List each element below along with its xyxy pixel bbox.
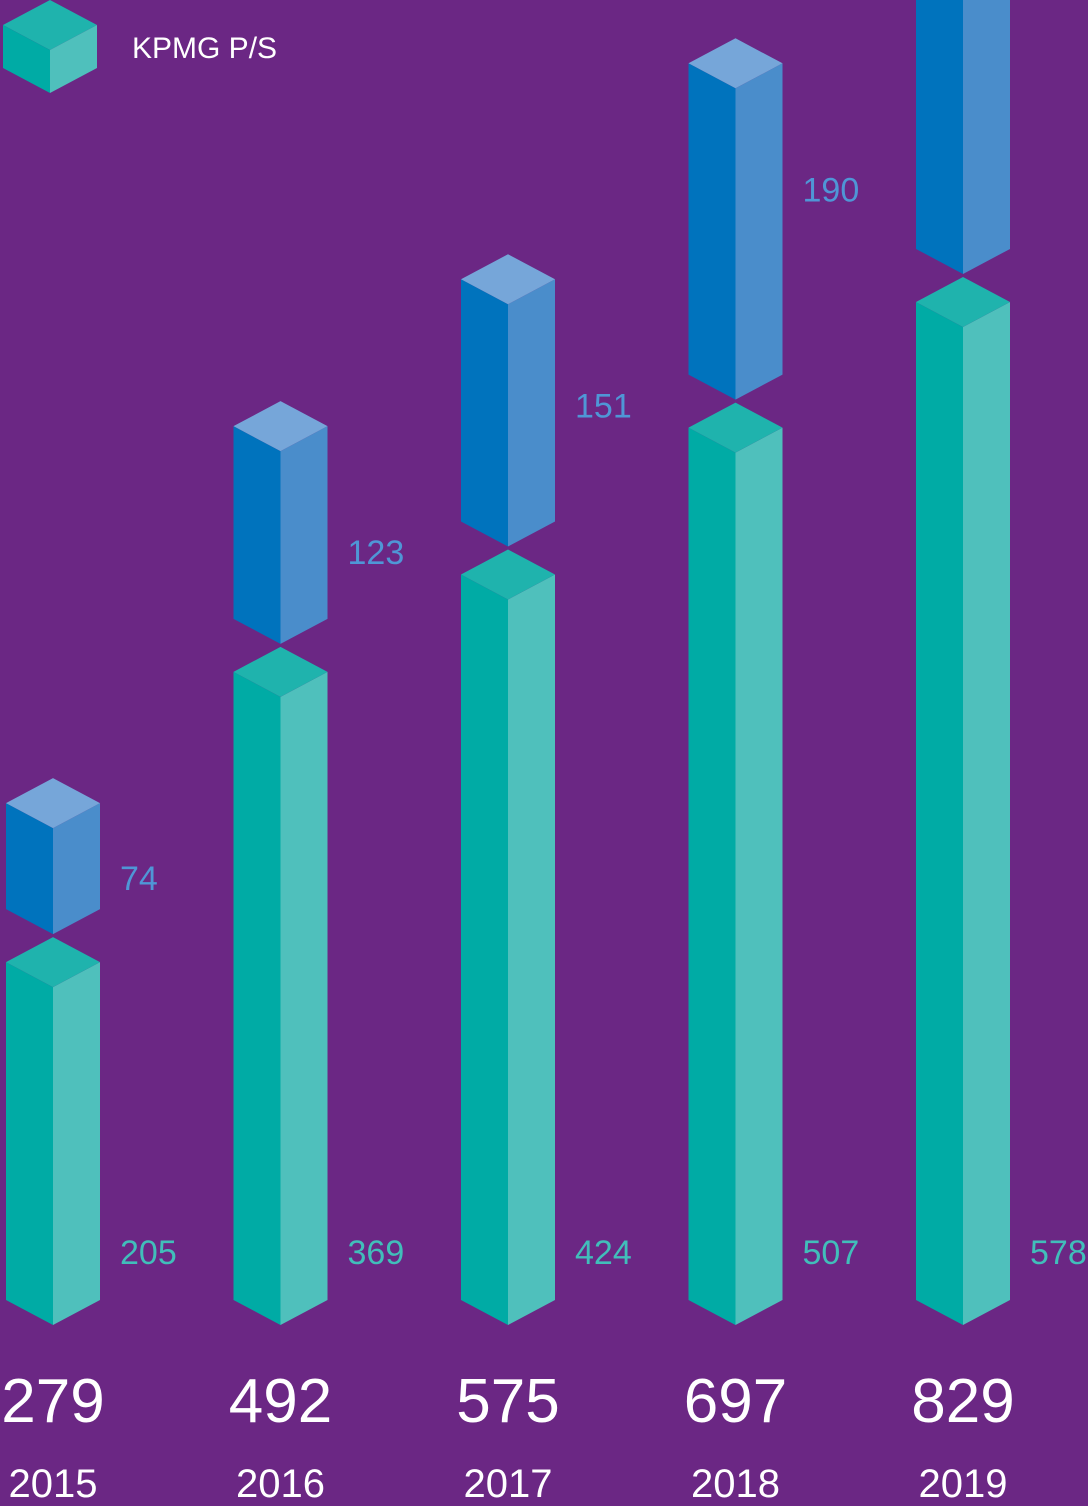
year-label-2015: 2015 [9, 1462, 98, 1506]
bar-2018-base-front [688, 427, 736, 1325]
bar-2019-base [916, 276, 1010, 1325]
bar-2017-base-side [508, 574, 555, 1325]
bar-2016-top-front [233, 426, 281, 644]
bar-2019-top-side [963, 0, 1010, 274]
bar-2019-top-front [916, 0, 963, 274]
legend-label: KPMG P/S [132, 32, 277, 65]
data-label-top-2016: 123 [348, 534, 405, 572]
bar-2019-top [916, 0, 1010, 274]
data-label-top-2017: 151 [575, 387, 632, 425]
data-label-base-2017: 424 [575, 1234, 632, 1272]
bar-2015-base-top [6, 937, 100, 988]
bar-2019-base-front [916, 301, 963, 1325]
legend: KPMG P/S [3, 0, 277, 93]
year-label-2018: 2018 [691, 1462, 780, 1506]
bar-2018-top-side [735, 63, 783, 400]
data-label-top-2015: 74 [120, 860, 158, 898]
bar-2015-base-side [53, 962, 100, 1325]
data-label-base-2018: 507 [803, 1234, 860, 1272]
bar-2016-base-side [280, 671, 328, 1325]
bar-2018-base-top [688, 402, 783, 453]
bar-2015-top-side [53, 803, 100, 935]
legend-swatch-icon [3, 0, 97, 93]
bar-2016-base [233, 646, 328, 1325]
bar-2016-top-top [233, 401, 328, 452]
bar-2015-top-front [6, 803, 53, 935]
data-label-base-2019: 578 [1030, 1234, 1087, 1272]
bar-2016-base-front [233, 671, 281, 1325]
bar-2017-base-front [461, 574, 508, 1325]
bar-2015-base-front [6, 962, 53, 1325]
bar-2016-base-top [233, 646, 328, 697]
total-label-2017: 575 [456, 1367, 559, 1436]
bar-2017-top [461, 254, 555, 547]
data-label-top-2018: 190 [803, 171, 860, 209]
bar-2016-top [233, 401, 328, 644]
bar-2018-base-side [735, 427, 783, 1325]
total-label-2016: 492 [229, 1367, 332, 1436]
bar-2018-base [688, 402, 783, 1325]
bar-2017-base [461, 549, 555, 1325]
bar-2017-top-top [461, 254, 555, 305]
bar-2018-top [688, 38, 783, 400]
year-label-2019: 2019 [919, 1462, 1008, 1506]
total-label-2015: 279 [1, 1367, 104, 1436]
year-label-2016: 2016 [236, 1462, 325, 1506]
data-label-base-2015: 205 [120, 1234, 177, 1272]
bar-2019-base-side [963, 301, 1010, 1325]
bar-2015-base [6, 937, 100, 1325]
bar-2018-top-top [688, 38, 783, 89]
total-label-2019: 829 [911, 1367, 1014, 1436]
bars-layer [6, 0, 1010, 1325]
data-label-base-2016: 369 [348, 1234, 405, 1272]
bar-2018-top-front [688, 63, 736, 400]
bar-2017-top-front [461, 279, 508, 547]
total-label-2018: 697 [684, 1367, 787, 1436]
bar-2016-top-side [280, 426, 328, 644]
bar-2015-top [6, 778, 100, 935]
bar-2015-top-top [6, 778, 100, 829]
year-label-2017: 2017 [464, 1462, 553, 1506]
bar-2017-base-top [461, 549, 555, 600]
bar-2017-top-side [508, 279, 555, 547]
bar-2019-base-top [916, 276, 1010, 327]
